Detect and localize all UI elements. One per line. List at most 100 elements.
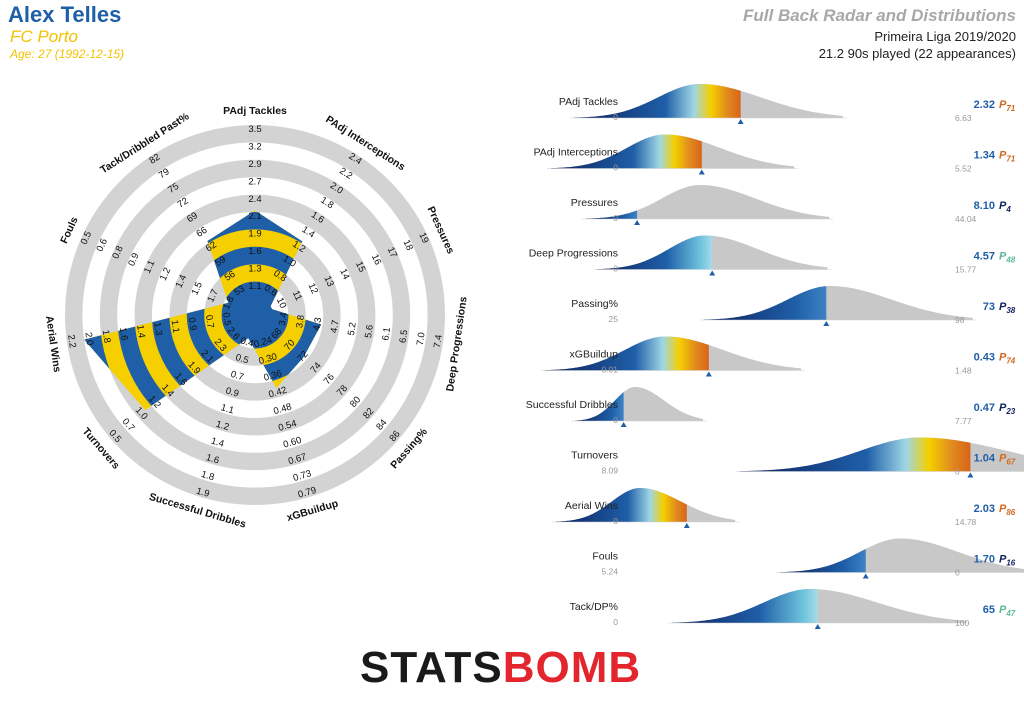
radar-tick-label: 1.7 (205, 288, 220, 305)
distribution-percentile: P38 (999, 301, 1016, 315)
radar-tick-label: 1.1 (219, 402, 235, 416)
radar-tick-label: 0.7 (203, 314, 216, 329)
distribution-curve (586, 185, 830, 219)
radar-tick-label: 0.7 (229, 369, 245, 383)
distribution-label: xGBuildup (570, 349, 619, 361)
distribution-value: 1.34 (974, 150, 996, 162)
distribution-min: 25 (609, 314, 619, 324)
radar-chart: 3.5 3.2 2.9 2.7 2.4 2.1 1.9 1.6 1.3 1.1 PAdj Tackl… (43, 105, 470, 531)
league-season: Primeira Liga 2019/2020 (874, 29, 1016, 44)
radar-tick-label: 17 (385, 245, 399, 259)
distribution-max: 0 (955, 467, 960, 477)
radar-tick-label: 11 (290, 289, 304, 303)
radar-axis-label: Aerial Wins (43, 315, 63, 373)
radar-tick-label: 16 (369, 253, 383, 267)
radar-tick-label: 69 (185, 210, 200, 225)
radar-axis-label: Deep Progressions (444, 296, 470, 393)
radar-tick-label: 14 (337, 267, 351, 281)
radar-tick-label: 1.4 (174, 273, 189, 290)
distribution-marker (683, 523, 690, 528)
distribution-fill (575, 392, 624, 421)
radar-tick-label: 66 (194, 225, 209, 240)
distribution-percentile: P86 (999, 503, 1016, 517)
radar-tick-label: 2.1 (248, 211, 261, 222)
logo-text-bomb: BOMB (503, 643, 641, 690)
radar-tick-label: 56 (223, 269, 238, 284)
report-title: Full Back Radar and Distributions (743, 6, 1016, 25)
distribution-min: 0 (613, 516, 618, 526)
distribution-label: Successful Dribbles (526, 399, 618, 411)
radar-tick-label: 0.67 (287, 452, 308, 468)
distribution-label: Tack/DP% (570, 601, 618, 613)
radar-tick-label: 3.8 (294, 314, 307, 329)
radar-axis-label: xGBuildup (285, 498, 339, 524)
distribution-curve (672, 589, 967, 623)
radar-ring (134, 194, 376, 436)
distribution-min: 0.01 (601, 365, 618, 375)
distribution-max: 7.77 (955, 416, 972, 426)
radar-tick-label: 1.6 (205, 452, 221, 466)
radar-tick-label: 0.73 (292, 468, 313, 484)
distribution-max: 0 (955, 568, 960, 578)
distribution-label: Aerial Wins (565, 500, 618, 512)
distribution-curve (597, 235, 828, 270)
distribution-min: 0 (613, 415, 618, 425)
distribution-min: 8.09 (601, 466, 618, 476)
radar-tick-label: 1.3 (151, 322, 164, 337)
radar-tick-label: 1.8 (221, 295, 236, 312)
radar-tick-label: 0.30 (258, 351, 279, 367)
distribution-value: 0.43 (974, 352, 995, 364)
radar-tick-label: 0.6 (95, 237, 110, 254)
radar-tick-label: 6.1 (380, 327, 393, 342)
logo-wordmark: STATSBOMB (360, 643, 641, 690)
distribution-min: 0 (613, 163, 618, 173)
radar-tick-label: 62 (204, 239, 219, 254)
distribution-curve (704, 286, 973, 320)
radar-tick-label: 1.8 (100, 329, 113, 344)
radar-tick-label: 19 (416, 231, 430, 245)
radar-tick-label: 59 (213, 254, 228, 269)
distribution-marker (620, 422, 627, 427)
distribution-label: PAdj Tackles (559, 96, 618, 108)
radar-tick-label: 0.42 (267, 385, 288, 401)
radar-tick-label: 0.5 (220, 312, 233, 327)
distribution-value: 73 (983, 301, 995, 313)
distribution-marker (634, 220, 641, 225)
distribution-value: 4.57 (974, 251, 995, 263)
distribution-max: 6.63 (955, 113, 972, 123)
radar-tick-label: 3.2 (248, 142, 261, 153)
radar-tick-label: 2.0 (82, 332, 95, 347)
distribution-fill (586, 210, 638, 219)
radar-tick-label: 0.5 (234, 352, 250, 366)
distribution-marker (823, 321, 830, 326)
distribution-percentile: P67 (999, 453, 1016, 467)
radar-tick-label: 2.4 (248, 194, 261, 205)
radar-tick-label: 82 (147, 152, 162, 167)
radar-tick-label: 0.60 (282, 435, 303, 451)
radar-tick-label: 0.36 (262, 368, 283, 384)
distribution-fill (574, 84, 741, 118)
distribution-percentile: P16 (999, 554, 1016, 568)
minutes-played: 21.2 90s played (22 appearances) (818, 46, 1016, 61)
radar-tick-label: 1.3 (248, 263, 261, 274)
statsbomb-logo: STATSBOMB (360, 643, 641, 690)
radar-tick-label: 0.48 (272, 401, 293, 417)
radar-tick-label: 0.54 (277, 418, 298, 434)
radar-tick-label: 1.1 (169, 319, 182, 334)
radar-tick-label: 1.6 (248, 246, 261, 257)
distribution-label: Fouls (592, 551, 618, 563)
distribution-percentile: P74 (999, 352, 1016, 366)
radar-tick-label: 1.2 (158, 266, 173, 283)
distribution-max: 15.77 (955, 265, 977, 275)
distribution-max: 98 (955, 315, 965, 325)
radar-axis-label: Fouls (58, 215, 81, 246)
radar-tick-label: 1.9 (248, 229, 261, 240)
radar-tick-label: 0.24 (253, 335, 274, 351)
distribution-max: 44.04 (955, 214, 977, 224)
radar-tick-label: 2.9 (248, 159, 261, 170)
distribution-label: Pressures (571, 197, 618, 209)
logo-text-stats: STATS (360, 643, 503, 690)
radar-tick-label: 3.4 (277, 312, 290, 327)
distribution-percentile: P4 (999, 200, 1011, 214)
distribution-marker (862, 573, 869, 579)
